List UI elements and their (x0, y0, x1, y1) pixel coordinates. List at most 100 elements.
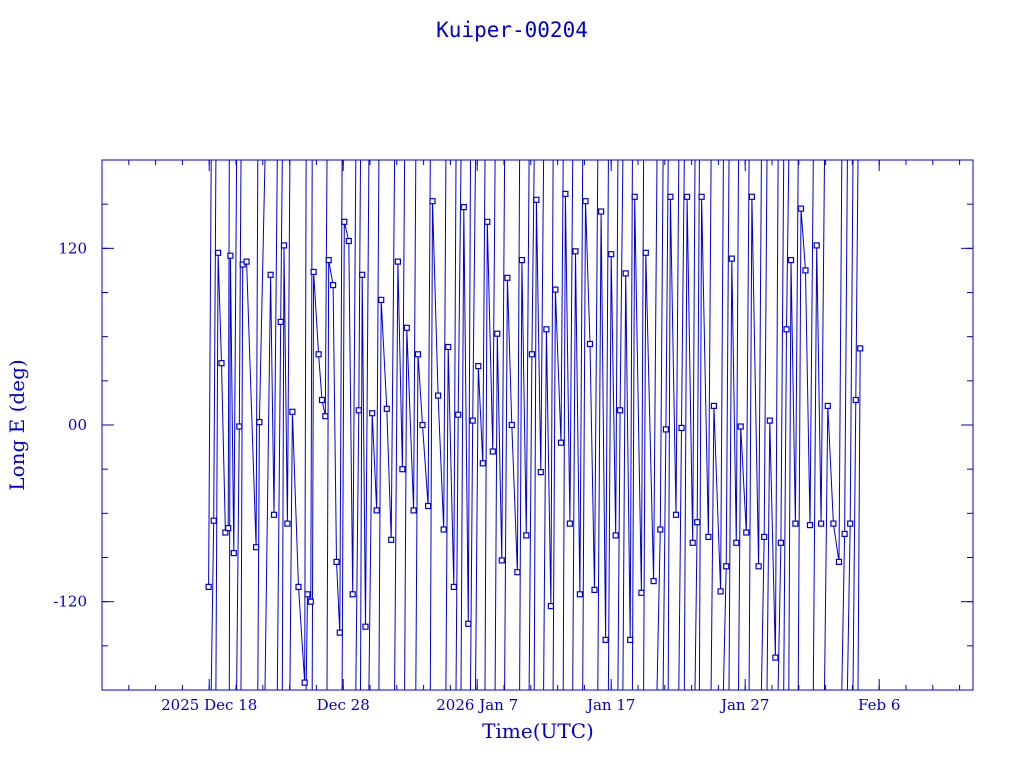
data-point (419, 421, 426, 429)
data-point (205, 583, 212, 591)
data-point (210, 517, 217, 524)
data-point (345, 237, 352, 245)
data-point (817, 520, 825, 527)
data-point (562, 190, 569, 197)
x-tick-label: 2025 Dec 18 (161, 696, 257, 714)
data-point (378, 296, 385, 303)
data-point (772, 654, 779, 661)
data-point (591, 586, 598, 594)
data-point (694, 519, 701, 526)
data-point (475, 363, 482, 370)
data-point (576, 591, 584, 598)
data-point (301, 679, 308, 686)
data-point (627, 636, 634, 644)
data-point (710, 402, 718, 409)
data-point (355, 407, 362, 414)
data-point (657, 526, 664, 533)
data-point (852, 396, 859, 404)
data-point (429, 198, 436, 205)
data-point (325, 257, 332, 264)
data-point (783, 326, 790, 333)
x-tick-label: Jan 17 (585, 696, 635, 714)
data-point (835, 558, 843, 566)
chart-title: Kuiper-00204 (436, 18, 588, 42)
data-point (733, 539, 740, 546)
data-point (277, 318, 284, 325)
data-point (445, 343, 452, 351)
data-point (667, 193, 674, 200)
data-point (514, 569, 521, 576)
data-point (450, 583, 457, 591)
x-tick-label: 2026 Jan 7 (436, 696, 518, 714)
data-point (683, 193, 691, 200)
data-point (508, 421, 515, 429)
data-point (322, 413, 329, 420)
data-point (557, 439, 565, 446)
data-point (806, 521, 814, 529)
data-point (602, 636, 609, 644)
data-point (857, 345, 864, 352)
data-point (518, 257, 526, 264)
y-tick-label: -120 (53, 593, 87, 611)
data-point (455, 411, 462, 418)
data-point (440, 526, 447, 533)
data-point (435, 392, 442, 399)
data-point (403, 324, 410, 331)
data-point (341, 218, 348, 225)
y-axis-label: Long E (deg) (5, 359, 29, 490)
data-point (307, 598, 314, 605)
y-tick-label: 120 (58, 239, 87, 257)
data-point (612, 532, 619, 539)
data-point (362, 623, 369, 630)
data-point (330, 282, 337, 289)
data-point (310, 268, 317, 275)
data-point (460, 204, 467, 211)
data-point (523, 532, 530, 539)
data-point (787, 257, 795, 264)
data-point (315, 351, 322, 358)
data-point (236, 423, 243, 430)
data-point (802, 267, 809, 274)
x-axis: 2025 Dec 18 Dec 28 2026 Jan 7 Jan 17 Jan 27 F… (101, 160, 961, 714)
data-point (552, 286, 559, 293)
data-point (737, 423, 744, 430)
data-point (792, 520, 799, 527)
data-point (705, 533, 712, 541)
data-point (631, 193, 638, 200)
data-point (528, 351, 536, 358)
x-axis-label: Time(UTC) (482, 719, 594, 743)
data-point (847, 520, 854, 527)
data-point (672, 511, 680, 518)
data-point (566, 520, 574, 527)
data-point (622, 270, 629, 277)
x-tick-label: Dec 28 (317, 696, 370, 714)
data-point (572, 248, 579, 255)
data-point (225, 524, 232, 532)
data-point (218, 360, 225, 367)
data-point (369, 410, 376, 417)
data-point (295, 583, 302, 591)
data-point (841, 530, 848, 538)
data-point (336, 629, 343, 636)
data-point (289, 408, 296, 415)
data-point (597, 208, 605, 215)
y-tick-label: 00 (68, 416, 87, 434)
data-point (280, 242, 288, 249)
data-point (349, 591, 356, 598)
data-point (797, 205, 805, 212)
data-point (215, 249, 222, 256)
data-point (689, 539, 696, 546)
data-point (479, 460, 486, 467)
data-point (284, 520, 291, 527)
data-point (813, 242, 820, 249)
data-point (256, 419, 263, 426)
data-point (489, 448, 496, 455)
data-point (582, 198, 589, 205)
data-point (318, 396, 326, 404)
data-point (425, 502, 432, 510)
x-tick-label: Feb 6 (858, 696, 900, 714)
data-point (304, 591, 311, 598)
data-point (650, 577, 657, 585)
data-point (227, 252, 234, 259)
data-point (253, 544, 260, 551)
